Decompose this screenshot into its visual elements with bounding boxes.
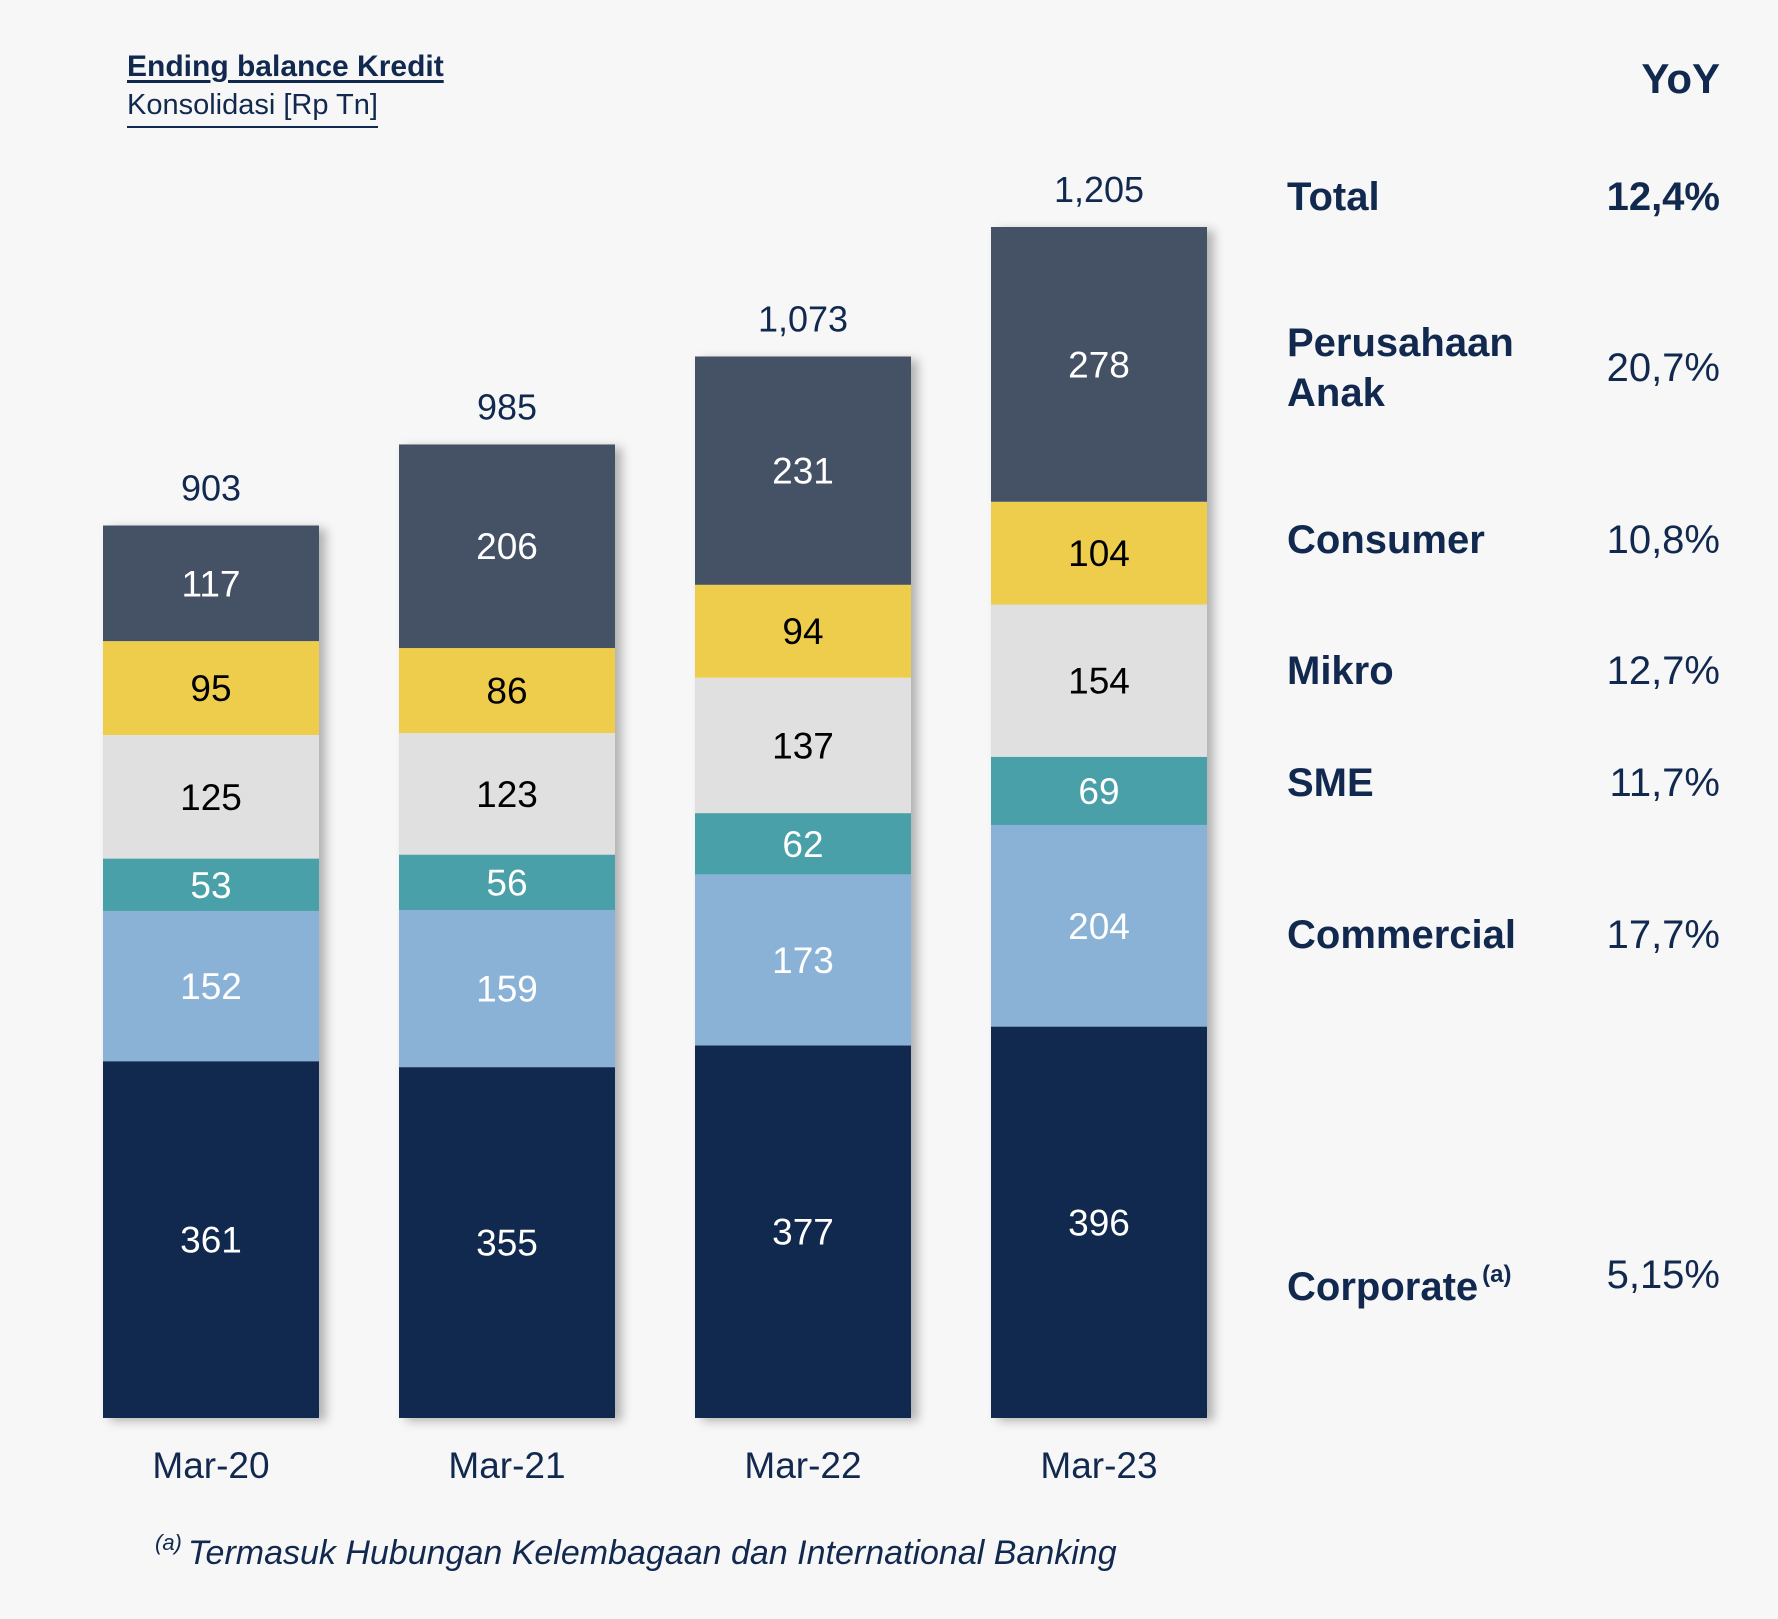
legend-value-corporate: 5,15% [1606, 1253, 1720, 1297]
footnote: (a) Termasuk Hubungan Kelembagaan dan Int… [155, 1530, 1117, 1573]
bar-segment-Mar-23-3 [991, 604, 1207, 757]
legend-label-corporate-text: Corporate [1287, 1265, 1479, 1309]
legend-label-consumer: Consumer [1287, 518, 1485, 562]
bar-segment-Mar-20-2 [103, 858, 319, 911]
bar-segment-Mar-23-2 [991, 756, 1207, 825]
legend-label-perusahaan-anak: Perusahaan Anak [1287, 321, 1514, 415]
data-label: 125 [180, 777, 242, 818]
bar-segment-Mar-21-2 [399, 854, 615, 910]
legend-label-corporate-sup: (a) [1482, 1261, 1512, 1288]
data-label: 56 [486, 862, 527, 903]
bar-segment-Mar-20-0 [103, 1061, 319, 1418]
data-label: 377 [772, 1212, 834, 1253]
data-label: 62 [782, 824, 823, 865]
legend-value-mikro: 12,7% [1606, 649, 1720, 693]
bar-segment-Mar-21-5 [399, 444, 615, 649]
legend-value-perusahaan-anak: 20,7% [1606, 346, 1720, 390]
bar-segment-Mar-21-4 [399, 648, 615, 734]
bar-segment-Mar-22-5 [695, 356, 911, 585]
total-label: 903 [181, 467, 241, 508]
bar-segment-Mar-21-0 [399, 1067, 615, 1418]
chart-subtitle: Konsolidasi [Rp Tn] [127, 89, 378, 128]
data-label: 86 [486, 671, 527, 712]
data-label: 137 [772, 725, 834, 766]
data-label: 206 [476, 526, 538, 567]
data-label: 53 [190, 865, 231, 906]
yoy-header: YoY [1641, 55, 1720, 102]
legend-label-mikro: Mikro [1287, 649, 1394, 693]
total-label: 1,205 [1054, 169, 1144, 210]
data-label: 231 [772, 451, 834, 492]
data-label: 95 [190, 668, 231, 709]
data-label: 117 [182, 563, 241, 604]
bar-segment-Mar-23-5 [991, 227, 1207, 502]
chart-title: Ending balance Kredit [127, 50, 444, 83]
data-label: 69 [1078, 771, 1119, 812]
x-tick-label: Mar-23 [1040, 1445, 1157, 1486]
bar-segment-Mar-22-4 [695, 584, 911, 678]
bar-segment-Mar-20-5 [103, 525, 319, 642]
data-label: 94 [782, 611, 823, 652]
total-label: 1,073 [758, 298, 848, 339]
bar-segment-Mar-20-3 [103, 735, 319, 859]
data-label: 355 [476, 1223, 538, 1264]
x-tick-label: Mar-20 [152, 1445, 269, 1486]
bar-segment-Mar-20-4 [103, 641, 319, 736]
bar-segment-Mar-22-1 [695, 874, 911, 1046]
data-label: 123 [476, 774, 538, 815]
x-tick-label: Mar-22 [744, 1445, 861, 1486]
legend-label-commercial: Commercial [1287, 913, 1516, 957]
footnote-text: Termasuk Hubungan Kelembagaan dan Intern… [187, 1534, 1117, 1572]
bar-segment-Mar-23-4 [991, 501, 1207, 605]
legend-value-consumer: 10,8% [1606, 518, 1720, 562]
data-label: 396 [1068, 1202, 1130, 1243]
data-label: 173 [772, 940, 834, 981]
legend-label-sme: SME [1287, 761, 1374, 805]
bar-segment-Mar-23-1 [991, 824, 1207, 1027]
data-label: 152 [180, 966, 242, 1007]
legend-label-total: Total [1287, 175, 1380, 219]
bar-segment-Mar-20-1 [103, 910, 319, 1062]
legend-value-sme: 11,7% [1609, 761, 1720, 805]
data-label: 204 [1068, 906, 1130, 947]
legend-value-commercial: 17,7% [1606, 913, 1720, 957]
bar-segment-Mar-21-1 [399, 909, 615, 1068]
bar-segment-Mar-22-3 [695, 677, 911, 814]
total-label: 985 [477, 386, 537, 427]
data-label: 159 [476, 969, 538, 1010]
bar-segment-Mar-22-2 [695, 813, 911, 875]
bar-segment-Mar-21-3 [399, 733, 615, 855]
data-label: 154 [1068, 661, 1130, 702]
legend-label-corporate: Corporate (a) [1287, 1250, 1511, 1312]
legend-value-total: 12,4% [1606, 175, 1720, 219]
data-label: 278 [1068, 344, 1130, 385]
footnote-marker: (a) [155, 1530, 182, 1555]
bar-segment-Mar-22-0 [695, 1045, 911, 1418]
x-tick-label: Mar-21 [448, 1445, 565, 1486]
bar-segment-Mar-23-0 [991, 1026, 1207, 1418]
data-label: 104 [1068, 533, 1130, 574]
data-label: 361 [180, 1220, 242, 1261]
